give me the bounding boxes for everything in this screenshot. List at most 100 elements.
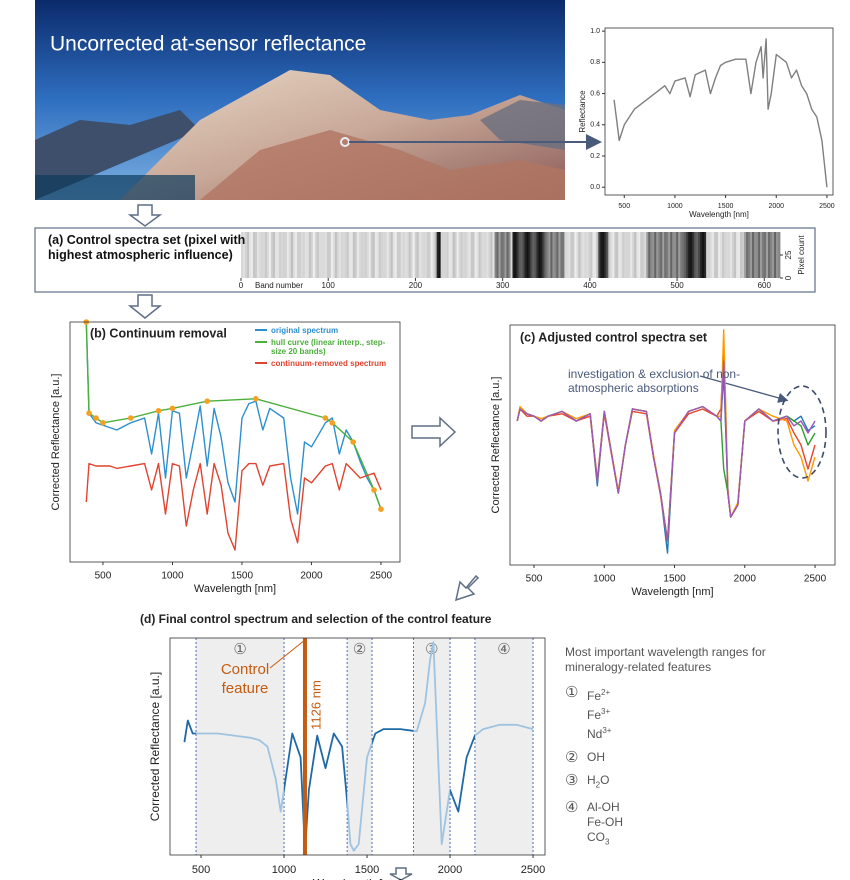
band-label: ④ (497, 641, 510, 658)
band-label: ① (233, 641, 246, 658)
strip-band (658, 232, 661, 278)
note-lines: H2O (587, 773, 609, 792)
hull-point (378, 506, 384, 512)
strip-band (728, 232, 731, 278)
strip-band (378, 232, 382, 278)
strip-band (692, 232, 695, 278)
strip-band (374, 232, 378, 278)
strip-band (648, 232, 651, 278)
annotation-arrow (699, 375, 789, 403)
legend-entry: original spectrum (255, 326, 400, 335)
strip-band (282, 232, 286, 278)
strip-band (754, 232, 757, 278)
strip-band (364, 232, 368, 278)
x-tick-label: 600 (758, 281, 772, 290)
strip-band (740, 232, 743, 278)
strip-band (584, 232, 587, 278)
x-tick-label: 100 (322, 281, 336, 290)
strip-band (336, 232, 340, 278)
strip-band (628, 232, 631, 278)
strip-band (566, 232, 569, 278)
strip-band (390, 232, 394, 278)
hull-point (350, 439, 356, 445)
strip-band (500, 232, 503, 278)
strip-band (562, 232, 565, 278)
strip-band (460, 232, 463, 278)
strip-band (768, 232, 771, 278)
strip-band (580, 232, 583, 278)
strip-band (388, 232, 392, 278)
side-notes-title: Most important wavelength ranges for min… (565, 645, 766, 674)
x-axis-label: Wavelength [nm] (313, 876, 403, 880)
strip-band (512, 232, 515, 278)
strip-band (600, 232, 603, 278)
strip-band (572, 232, 575, 278)
strip-band (298, 232, 302, 278)
note-text: 2 (595, 780, 601, 790)
strip-band (300, 232, 304, 278)
strip-band (712, 232, 715, 278)
strip-band (394, 232, 398, 278)
strip-band (698, 232, 701, 278)
x-tick-label: 1500 (718, 203, 734, 210)
y-tick-label: 0 (784, 275, 793, 280)
strip-band (750, 232, 753, 278)
band (196, 638, 285, 855)
y-axis-label: Pixel count (797, 235, 806, 275)
strip-band (624, 232, 627, 278)
strip-band (380, 232, 384, 278)
x-tick-label: 2000 (438, 864, 462, 876)
strip-band (476, 232, 479, 278)
band (413, 638, 451, 855)
legend-swatch (255, 329, 267, 331)
x-tick-label: 2500 (521, 864, 545, 876)
strip-band (676, 232, 679, 278)
strip-band (548, 232, 551, 278)
strip-band (488, 232, 491, 278)
strip-band (518, 232, 521, 278)
y-tick-label: 0.2 (590, 153, 600, 160)
note-item: ① Fe2+ Fe3+ Nd3+ (565, 685, 825, 742)
x-tick-label: 500 (192, 864, 210, 876)
note-text: OH (587, 750, 605, 764)
strip-band (258, 232, 262, 278)
annotation-ellipse (777, 385, 827, 479)
strip-band (684, 232, 687, 278)
strip-band (544, 232, 547, 278)
strip-band (410, 232, 414, 278)
strip-band (576, 232, 579, 278)
x-axis-label: Band number (255, 281, 303, 290)
strip-band (322, 232, 326, 278)
strip-band (248, 232, 252, 278)
strip-band (296, 232, 300, 278)
strip-band (324, 232, 328, 278)
strip-band (454, 232, 457, 278)
strip-band (494, 232, 497, 278)
note-text: Al-OH (587, 800, 620, 815)
strip-band (708, 232, 711, 278)
x-tick-label: 2000 (734, 574, 757, 585)
strip-band (358, 232, 362, 278)
plot-frame (169, 637, 546, 856)
strip-band (244, 232, 248, 278)
strip-band (758, 232, 761, 278)
strip-band (522, 232, 525, 278)
band (347, 638, 373, 855)
strip-band (256, 232, 260, 278)
note-line: Fe3+ (587, 704, 611, 723)
y-tick-label: 0.4 (590, 122, 600, 129)
plot-frame (69, 321, 401, 563)
strip-band (266, 232, 270, 278)
strip-band (710, 232, 713, 278)
leader-line (269, 639, 306, 669)
strip-band (402, 232, 406, 278)
note-line: Fe-OH (587, 815, 623, 830)
x-tick-label: 500 (670, 281, 684, 290)
strip-band (718, 232, 721, 278)
strip-band (662, 232, 665, 278)
data-line (183, 641, 534, 852)
x-axis-label: Wavelength [nm] (689, 210, 749, 219)
strip-band (354, 232, 358, 278)
strip-band (408, 232, 412, 278)
strip-band (492, 232, 495, 278)
